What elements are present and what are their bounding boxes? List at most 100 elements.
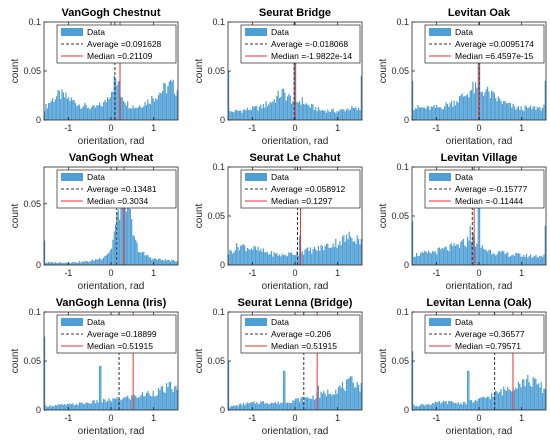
- y-tick-label: 0.1: [396, 17, 409, 27]
- histogram-bar: [525, 253, 528, 265]
- histogram-bar: [245, 403, 247, 410]
- histogram-bar: [171, 389, 173, 410]
- histogram-bar: [323, 110, 325, 120]
- histogram-bar: [320, 110, 322, 120]
- histogram-bar: [441, 247, 443, 265]
- subplot-title: Seurat Bridge: [259, 7, 331, 19]
- histogram-bar: [246, 402, 248, 410]
- subplot-title: VanGogh Lenna (Iris): [56, 297, 167, 309]
- histogram-bar: [159, 390, 161, 410]
- histogram-bar: [432, 403, 434, 410]
- histogram-bar: [143, 395, 145, 410]
- histogram-bar: [175, 95, 177, 120]
- histogram-bar: [485, 89, 487, 120]
- histogram-bar: [120, 199, 122, 265]
- histogram-bar: [256, 105, 258, 120]
- histogram-bar: [116, 396, 118, 410]
- histogram-bar: [544, 80, 546, 120]
- histogram-bar: [281, 402, 283, 410]
- legend-average-label: Average =0.13481: [87, 184, 157, 194]
- legend-box: [424, 314, 545, 354]
- histogram-bar: [101, 106, 103, 120]
- histogram-bar: [157, 95, 160, 120]
- legend-median-label: Median =0.21109: [87, 51, 153, 61]
- histogram-bar: [245, 251, 247, 265]
- histogram-bar: [513, 389, 516, 410]
- histogram-bar: [172, 392, 174, 410]
- histogram-bar: [64, 97, 66, 120]
- histogram-bar: [297, 102, 299, 120]
- histogram-bar: [65, 405, 67, 410]
- histogram-bar: [331, 247, 333, 265]
- x-tick-label: 1: [151, 413, 156, 423]
- histogram-bar: [286, 256, 289, 265]
- histogram-bar: [500, 101, 502, 120]
- histogram-bar: [101, 259, 103, 265]
- histogram-bar: [424, 107, 426, 120]
- histogram-bar: [121, 97, 123, 120]
- histogram-bar: [164, 259, 166, 265]
- histogram-bar: [332, 108, 334, 120]
- histogram-bar: [317, 385, 319, 410]
- histogram-bar: [44, 111, 46, 120]
- histogram-bar: [80, 108, 82, 120]
- histogram-bar: [461, 404, 463, 410]
- histogram-bar: [481, 245, 483, 265]
- y-tick-label: 0.05: [23, 66, 41, 76]
- histogram-bar: [485, 397, 487, 410]
- histogram-bar: [434, 251, 436, 265]
- histogram-bar: [345, 109, 348, 120]
- histogram-bar: [417, 406, 419, 410]
- histogram-bar: [69, 403, 71, 410]
- histogram-bar: [137, 107, 140, 120]
- histogram-bar: [515, 252, 517, 265]
- histogram-bar: [422, 252, 424, 265]
- histogram-bar: [341, 109, 344, 120]
- histogram-bar: [68, 404, 70, 410]
- histogram-bar: [167, 387, 169, 410]
- y-tick-label: 0: [36, 260, 41, 270]
- histogram-bar: [519, 383, 521, 410]
- histogram-bar: [464, 96, 466, 120]
- histogram-bar: [248, 403, 250, 410]
- y-tick-label: 0.05: [207, 356, 225, 366]
- histogram-bar: [413, 404, 415, 410]
- histogram-bar: [331, 395, 333, 410]
- histogram-bar: [124, 102, 126, 120]
- histogram-bar: [160, 386, 162, 410]
- histogram-bar: [480, 247, 482, 265]
- histogram-bar: [57, 89, 59, 120]
- histogram-bar: [230, 111, 232, 120]
- x-tick-label: -1: [432, 123, 440, 133]
- histogram-bar: [82, 106, 85, 120]
- histogram-bar: [157, 387, 160, 410]
- histogram-bar: [53, 406, 55, 410]
- histogram-bar: [356, 381, 358, 410]
- histogram-bar: [282, 370, 285, 410]
- histogram-bar: [270, 402, 273, 410]
- histogram-bar: [325, 112, 328, 120]
- histogram-bar: [242, 402, 244, 410]
- histogram-bar: [165, 93, 168, 120]
- x-tick-label: 0: [476, 413, 481, 423]
- histogram-bar: [292, 254, 294, 265]
- histogram-bar: [115, 224, 117, 265]
- y-axis-label: count: [194, 204, 205, 229]
- histogram-bar: [460, 95, 462, 120]
- legend-average-label: Average =-0.018068: [271, 39, 348, 49]
- histogram-bar: [340, 387, 342, 410]
- histogram-bar: [476, 87, 478, 120]
- histogram-bar: [448, 251, 450, 265]
- histogram-bar: [543, 388, 545, 410]
- histogram-bar: [240, 110, 242, 120]
- legend-median-label: Median =0.1297: [271, 196, 332, 206]
- histogram-bar: [52, 98, 54, 120]
- histogram-bar: [242, 109, 244, 120]
- histogram-bar: [535, 378, 537, 410]
- histogram-bar: [417, 104, 419, 120]
- histogram-bar: [97, 259, 99, 265]
- histogram-bar: [62, 404, 64, 410]
- histogram-bar: [512, 103, 514, 120]
- histogram-bar: [543, 254, 545, 265]
- histogram-bar: [521, 379, 524, 410]
